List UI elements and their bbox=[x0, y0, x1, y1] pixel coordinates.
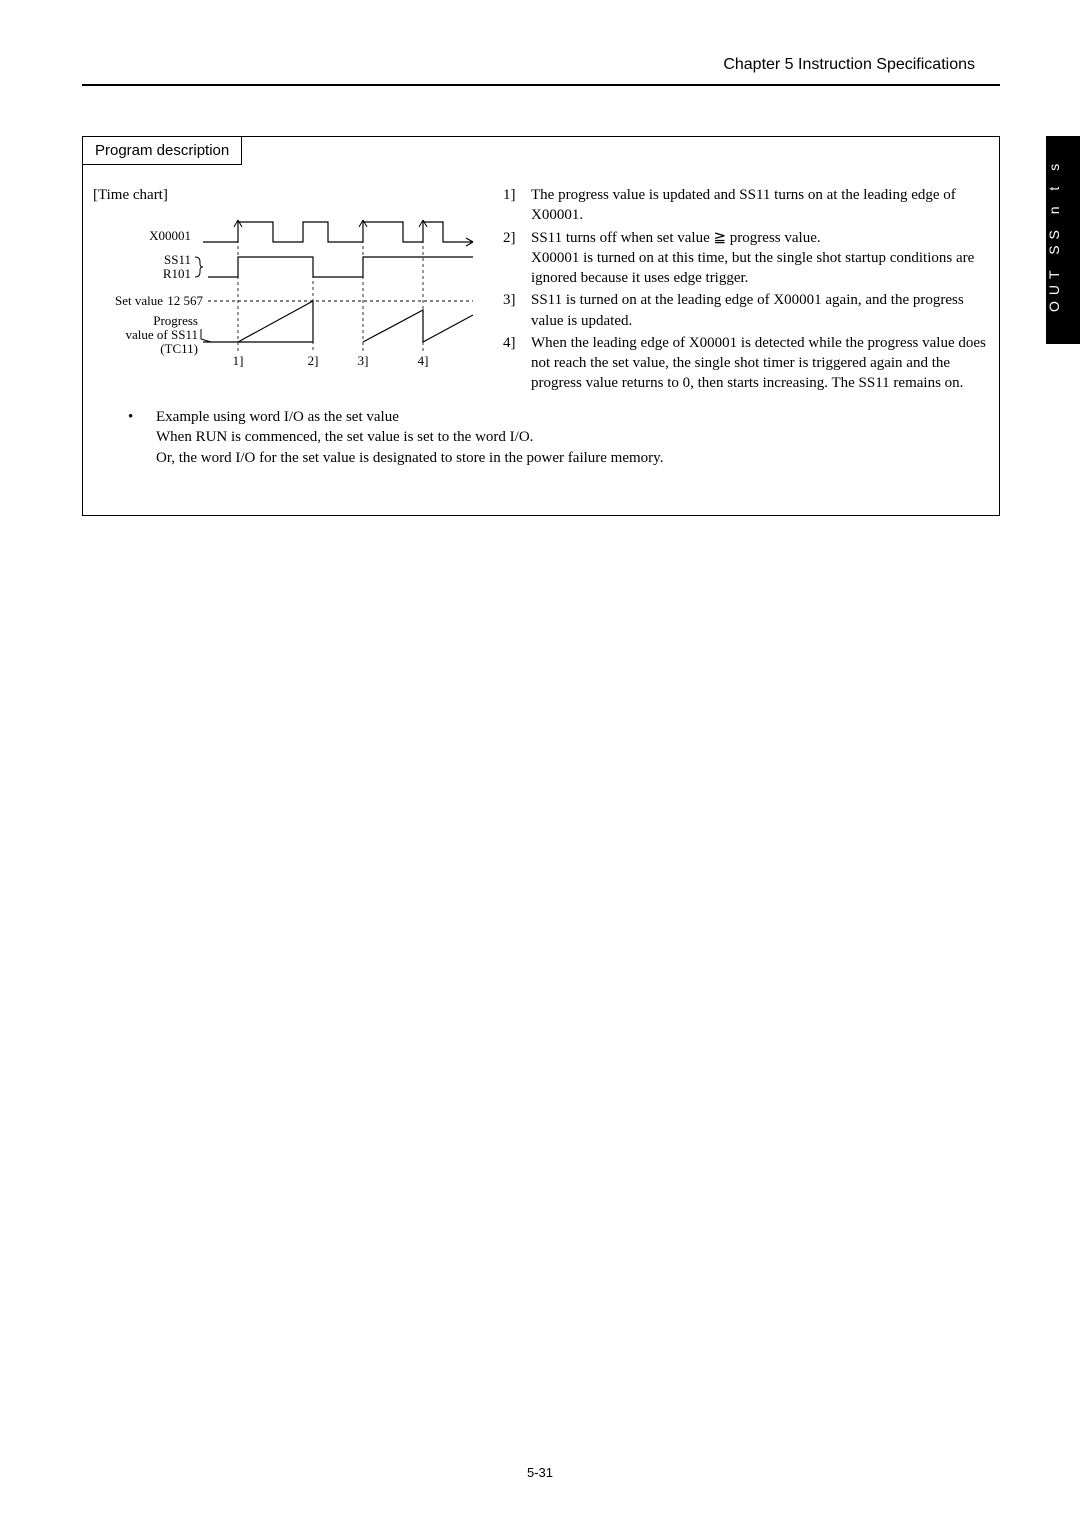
bullet-line1: Example using word I/O as the set value bbox=[156, 407, 399, 427]
desc-row: 3] SS11 is turned on at the leading edge… bbox=[503, 290, 993, 331]
time-chart-label: [Time chart] bbox=[93, 187, 168, 204]
desc-num: 4] bbox=[503, 333, 531, 394]
desc-text: SS11 turns off when set value ≧ progress… bbox=[531, 228, 993, 289]
chart-marker-4: 4] bbox=[418, 353, 429, 368]
desc-row: 4] When the leading edge of X00001 is de… bbox=[503, 333, 993, 394]
header-rule bbox=[82, 84, 1000, 86]
chart-label-ss11: SS11 bbox=[164, 252, 191, 267]
chart-marker-3: 3] bbox=[358, 353, 369, 368]
bullet-line3: Or, the word I/O for the set value is de… bbox=[156, 448, 978, 468]
chart-label-progress1: Progress bbox=[153, 313, 198, 328]
desc-text: SS11 is turned on at the leading edge of… bbox=[531, 290, 993, 331]
chart-label-setvalue-num: 12 567 bbox=[167, 293, 203, 308]
example-bullet: • Example using word I/O as the set valu… bbox=[128, 407, 978, 468]
chart-label-progress3: (TC11) bbox=[160, 341, 198, 356]
description-list: 1] The progress value is updated and SS1… bbox=[503, 185, 993, 396]
desc-text: When the leading edge of X00001 is detec… bbox=[531, 333, 993, 394]
chart-label-progress2: value of SS11 bbox=[126, 327, 198, 342]
desc-num: 3] bbox=[503, 290, 531, 331]
desc-num: 1] bbox=[503, 185, 531, 226]
bullet-line2: When RUN is commenced, the set value is … bbox=[156, 427, 978, 447]
chart-label-setvalue: Set value bbox=[115, 293, 163, 308]
desc-num: 2] bbox=[503, 228, 531, 289]
chart-marker-1: 1] bbox=[233, 353, 244, 368]
bullet-icon: • bbox=[128, 407, 156, 427]
chart-marker-2: 2] bbox=[308, 353, 319, 368]
chapter-header: Chapter 5 Instruction Specifications bbox=[723, 56, 975, 74]
timing-chart: X00001 SS11 R101 Set value bbox=[103, 207, 493, 377]
content-box: Program description [Time chart] X00001 … bbox=[82, 136, 1000, 516]
chart-label-x00001: X00001 bbox=[149, 228, 191, 243]
desc-row: 1] The progress value is updated and SS1… bbox=[503, 185, 993, 226]
chart-label-r101: R101 bbox=[163, 266, 191, 281]
side-tab: OUT SS n t s bbox=[1046, 136, 1080, 344]
page-number: 5-31 bbox=[527, 1465, 553, 1480]
program-description-title: Program description bbox=[82, 136, 242, 165]
desc-text: The progress value is updated and SS11 t… bbox=[531, 185, 993, 226]
desc-row: 2] SS11 turns off when set value ≧ progr… bbox=[503, 228, 993, 289]
